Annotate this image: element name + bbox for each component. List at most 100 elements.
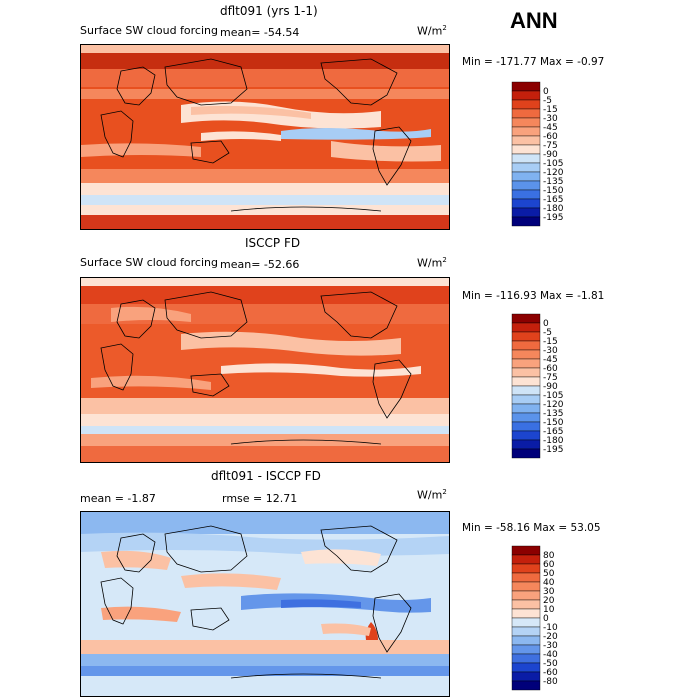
colorbar-label: 30	[543, 587, 555, 597]
colorbar-swatch	[511, 153, 541, 164]
colorbar-swatch	[511, 626, 541, 637]
colorbar-swatch	[511, 189, 541, 200]
colorbar-swatch	[511, 162, 541, 173]
colorbar-swatch	[511, 340, 541, 351]
colorbar-swatch	[511, 403, 541, 414]
colorbar-swatch	[511, 653, 541, 664]
colorbar-label: -80	[543, 677, 558, 687]
colorbar-label: -5	[543, 328, 552, 338]
panel-2-title: ISCCP FD	[245, 236, 301, 250]
colorbar-label: -150	[543, 418, 564, 428]
colorbar-swatch	[511, 376, 541, 387]
colorbar-swatch	[511, 99, 541, 110]
colorbar-label: -20	[543, 632, 558, 642]
colorbar-label: -180	[543, 436, 564, 446]
colorbar-label: -75	[543, 373, 558, 383]
panel-2-map	[80, 277, 450, 463]
colorbar-swatch	[511, 572, 541, 583]
colorbar-swatch	[511, 545, 541, 556]
colorbar-label: -105	[543, 159, 563, 169]
colorbar-swatch	[511, 635, 541, 646]
colorbar-label: 50	[543, 569, 555, 579]
colorbar-label: -5	[543, 96, 552, 106]
panel-2-colorbar: 0 -5 -15 -30 -45 -60 -75 -90 -105 -120 -135 -150 -16…	[511, 313, 592, 464]
colorbar-swatch	[511, 662, 541, 673]
colorbar-swatch	[511, 358, 541, 369]
colorbar-swatch	[511, 671, 541, 682]
colorbar-label: -60	[543, 132, 558, 142]
colorbar-swatch	[511, 81, 541, 92]
colorbar-label: 0	[543, 614, 549, 624]
colorbar-swatch	[511, 135, 541, 146]
colorbar-swatch	[511, 349, 541, 360]
colorbar-swatch	[511, 313, 541, 324]
colorbar-label: 40	[543, 578, 555, 588]
colorbar-swatch	[511, 590, 541, 601]
panel-3-title: dflt091 - ISCCP FD	[211, 469, 321, 483]
panel-3-map	[80, 511, 450, 697]
colorbar-label: 10	[543, 605, 555, 615]
panel-1-minmax: Min = -171.77 Max = -0.97	[462, 56, 605, 68]
colorbar-label: -135	[543, 177, 563, 187]
colorbar-swatch	[511, 644, 541, 655]
colorbar-swatch	[511, 608, 541, 619]
colorbar-label: -45	[543, 355, 558, 365]
colorbar-label: 0	[543, 87, 549, 97]
colorbar-label: 60	[543, 560, 555, 570]
colorbar-label: -15	[543, 337, 558, 347]
panel-2-map-svg	[81, 278, 449, 462]
colorbar-label: -30	[543, 114, 558, 124]
colorbar-swatch	[511, 367, 541, 378]
panel-3-colorbar: 80 60 50 40 30 20 10 0 -10 -20 -30 -40 -50 -60 -80	[511, 545, 592, 696]
colorbar-label: -30	[543, 641, 558, 651]
colorbar-swatch	[511, 680, 541, 691]
panel-1-colorbar: 0 -5 -15 -30 -45 -60 -75 -90 -105 -120 -135 -150 -16…	[511, 81, 592, 232]
colorbar-swatch	[511, 144, 541, 155]
colorbar-label: -90	[543, 382, 558, 392]
colorbar-label: -150	[543, 186, 564, 196]
colorbar-label: -165	[543, 195, 563, 205]
panel-2-units: W/m2	[417, 256, 447, 270]
colorbar-label: -75	[543, 141, 558, 151]
colorbar-swatch	[511, 412, 541, 423]
colorbar-swatch	[511, 90, 541, 101]
colorbar-label: -180	[543, 204, 564, 214]
colorbar-swatch	[511, 171, 541, 182]
colorbar-swatch	[511, 322, 541, 333]
panel-3-minmax: Min = -58.16 Max = 53.05	[462, 522, 601, 534]
panel-2-mean: mean= -52.66	[220, 258, 300, 271]
panel-1-mean: mean= -54.54	[220, 26, 300, 39]
colorbar-swatch	[511, 126, 541, 137]
colorbar-swatch	[511, 430, 541, 441]
colorbar-label: -60	[543, 668, 558, 678]
colorbar-swatch	[511, 216, 541, 227]
colorbar-label: -90	[543, 150, 558, 160]
colorbar-swatch	[511, 198, 541, 209]
panel-2-variable: Surface SW cloud forcing	[80, 256, 218, 269]
panel-3-mean: mean = -1.87	[80, 492, 156, 505]
colorbar-label: -120	[543, 400, 564, 410]
colorbar-label: -45	[543, 123, 558, 133]
colorbar-label: -135	[543, 409, 563, 419]
colorbar-label: -50	[543, 659, 558, 669]
colorbar-swatch	[511, 581, 541, 592]
colorbar-label: -195	[543, 213, 563, 223]
season-label: ANN	[510, 8, 558, 33]
colorbar-label: -40	[543, 650, 558, 660]
panel-3-units: W/m2	[417, 488, 447, 502]
colorbar-label: -195	[543, 445, 563, 455]
colorbar-label: 20	[543, 596, 555, 606]
colorbar-swatch	[511, 599, 541, 610]
colorbar-label: 0	[543, 319, 549, 329]
colorbar-swatch	[511, 439, 541, 450]
panel-1-title: dflt091 (yrs 1-1)	[220, 4, 318, 18]
colorbar-label: -105	[543, 391, 563, 401]
colorbar-swatch	[511, 448, 541, 459]
colorbar-swatch	[511, 394, 541, 405]
panel-1-map-svg	[81, 45, 449, 229]
colorbar-label: -10	[543, 623, 558, 633]
panel-3-rmse: rmse = 12.71	[222, 492, 298, 505]
colorbar-label: -30	[543, 346, 558, 356]
colorbar-swatch	[511, 108, 541, 119]
colorbar-swatch	[511, 563, 541, 574]
